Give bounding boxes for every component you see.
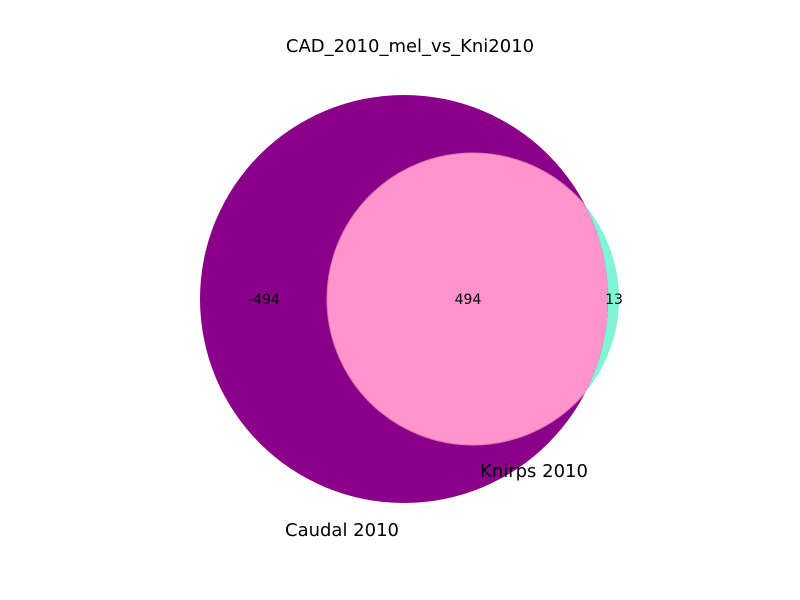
region-a-only-count: -494 [248, 292, 280, 308]
set-a-label: Caudal 2010 [285, 520, 399, 541]
diagram-title: CAD_2010_mel_vs_Kni2010 [286, 36, 534, 57]
set-b-label: Knirps 2010 [480, 461, 588, 482]
intersection-region [326, 152, 608, 446]
region-b-only-count: 13 [605, 292, 623, 308]
region-both-count: 494 [455, 292, 482, 308]
